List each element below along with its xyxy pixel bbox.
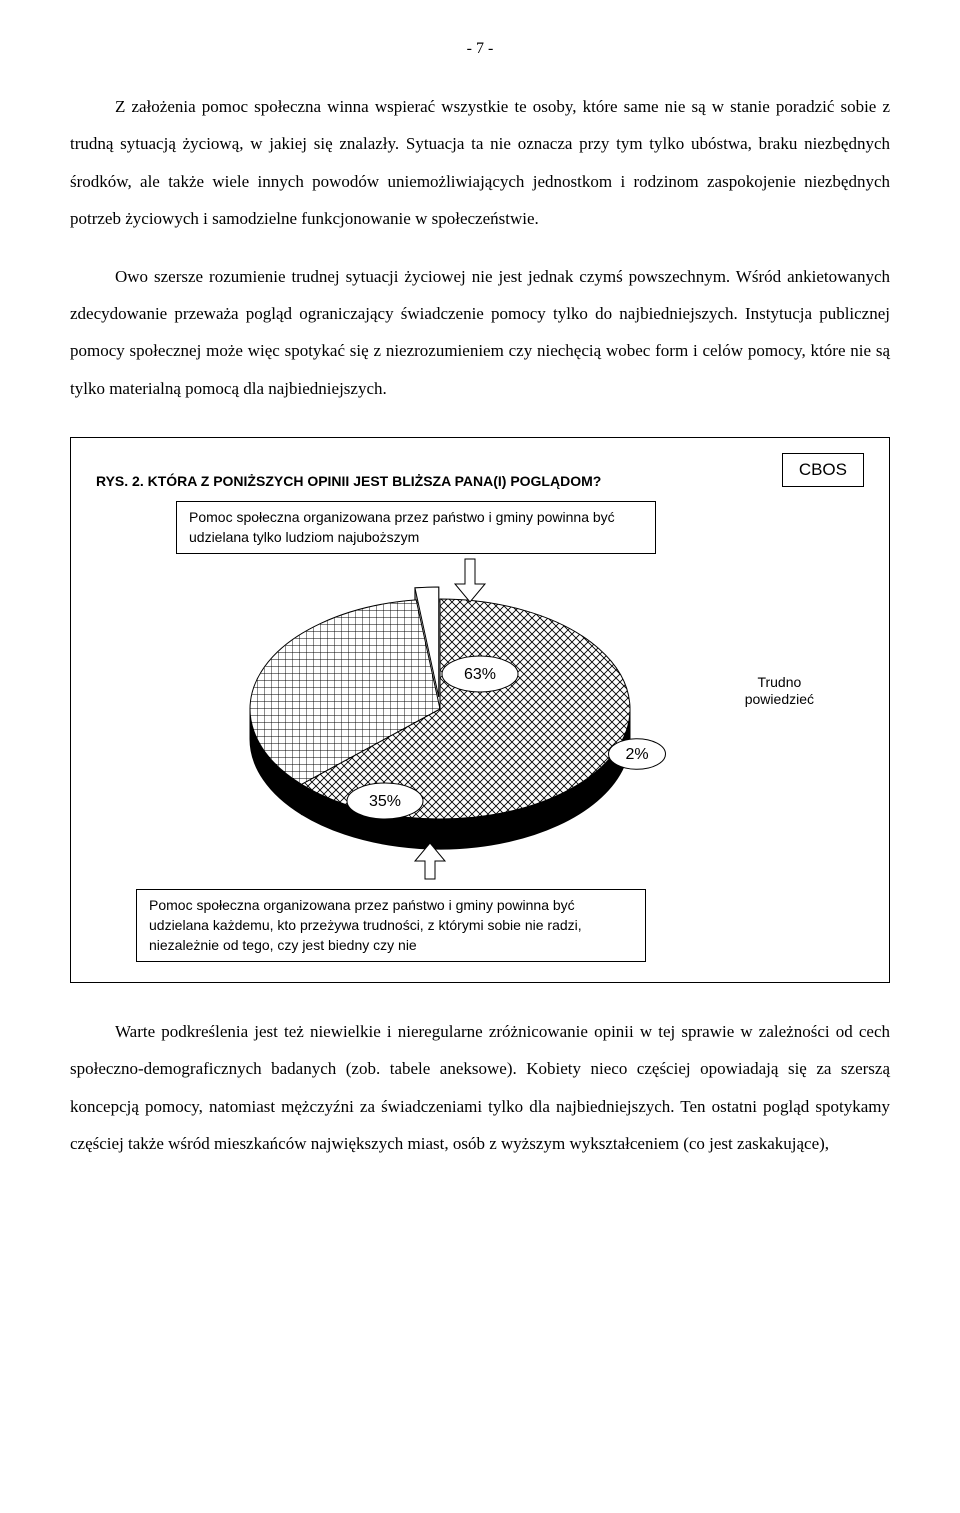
pie-chart-svg: 63% 35% 2% xyxy=(180,554,780,884)
paragraph-3: Warte podkreślenia jest też niewielkie i… xyxy=(70,1013,890,1163)
chart-top-label-box: Pomoc społeczna organizowana przez państ… xyxy=(176,501,656,554)
svg-text:2%: 2% xyxy=(625,746,648,763)
paragraph-2: Owo szersze rozumienie trudnej sytuacji … xyxy=(70,258,890,408)
svg-text:63%: 63% xyxy=(464,666,496,683)
svg-text:35%: 35% xyxy=(369,793,401,810)
pie-chart-wrapper: 63% 35% 2% Trudnopowiedzieć xyxy=(96,554,864,884)
chart-header: RYS. 2. KTÓRA Z PONIŻSZYCH OPINII JEST B… xyxy=(96,453,864,489)
paragraph-1: Z założenia pomoc społeczna winna wspier… xyxy=(70,88,890,238)
trudno-label: Trudnopowiedzieć xyxy=(745,674,814,708)
chart-bottom-label-box: Pomoc społeczna organizowana przez państ… xyxy=(136,889,646,962)
cbos-badge: CBOS xyxy=(782,453,864,487)
page-number: - 7 - xyxy=(70,40,890,58)
chart-figure: RYS. 2. KTÓRA Z PONIŻSZYCH OPINII JEST B… xyxy=(70,437,890,983)
chart-title: RYS. 2. KTÓRA Z PONIŻSZYCH OPINII JEST B… xyxy=(96,453,762,489)
